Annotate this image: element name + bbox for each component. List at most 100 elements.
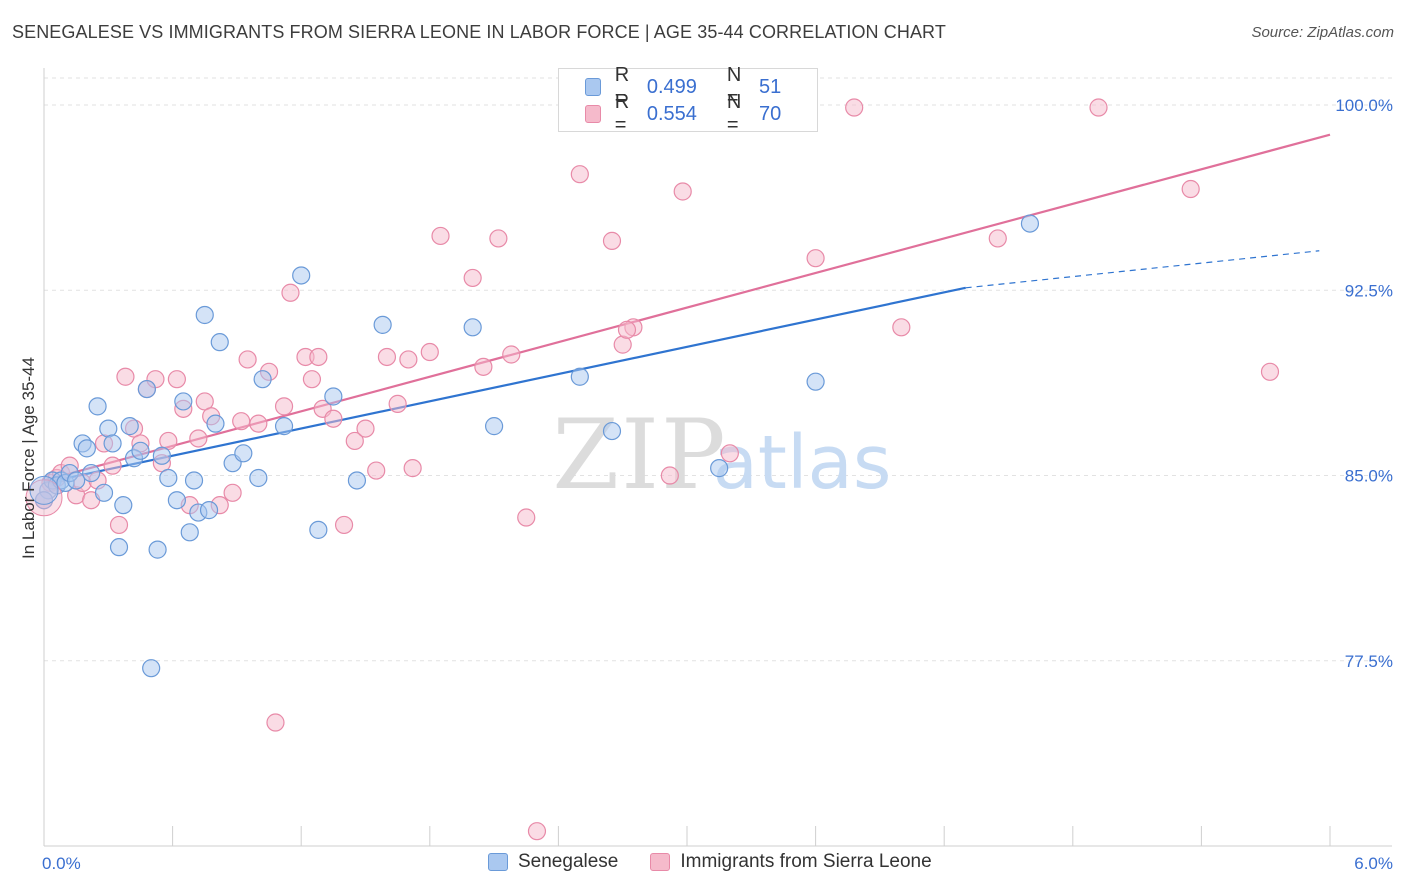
series-legend: Senegalese Immigrants from Sierra Leone bbox=[488, 851, 964, 873]
sierra-leone-point bbox=[274, 397, 294, 416]
sierra-leone-point bbox=[399, 350, 418, 369]
y-tick-label: 100.0% bbox=[1335, 96, 1393, 115]
sierra-leone-point bbox=[232, 412, 251, 431]
sierra-leone-point bbox=[266, 713, 285, 732]
sierra-leone-point bbox=[103, 456, 122, 475]
senegalese-point bbox=[602, 421, 622, 441]
senegalese-point bbox=[710, 459, 729, 478]
y-axis-label: In Labor Force | Age 35-44 bbox=[19, 357, 38, 559]
senegalese-point bbox=[34, 491, 54, 510]
senegalese-point bbox=[249, 468, 268, 488]
senegalese-point bbox=[94, 483, 114, 502]
sierra-leone-point bbox=[502, 345, 521, 364]
senegalese-point bbox=[199, 501, 219, 520]
y-tick-label: 92.5% bbox=[1345, 281, 1393, 300]
sierra-leone-point bbox=[249, 414, 268, 433]
senegalese-point bbox=[309, 520, 328, 539]
y-tick-label: 77.5% bbox=[1345, 652, 1393, 671]
sierra-leone-point bbox=[302, 370, 322, 389]
sierra-leone-point bbox=[345, 431, 364, 451]
senegalese-point bbox=[1020, 214, 1040, 233]
axes bbox=[43, 68, 1392, 847]
senegalese-trend-line bbox=[43, 286, 966, 485]
senegalese-point bbox=[347, 471, 367, 490]
sierra-leone-point bbox=[474, 357, 493, 376]
r-value-senegalese: 0.499 bbox=[646, 75, 697, 98]
sierra-leone-point bbox=[189, 429, 208, 448]
sierra-leone-point bbox=[116, 367, 135, 386]
sierra-leone-swatch bbox=[650, 853, 671, 871]
data-points bbox=[25, 98, 1280, 841]
sierra-leone-point bbox=[602, 231, 622, 250]
senegalese-point bbox=[77, 439, 96, 458]
senegalese-point bbox=[180, 523, 199, 542]
sierra-leone-swatch bbox=[585, 105, 601, 123]
r-value-sierra-leone: 0.554 bbox=[646, 102, 697, 125]
senegalese-point bbox=[120, 417, 139, 436]
sierra-leone-point bbox=[527, 822, 547, 841]
sierra-leone-point bbox=[1089, 98, 1108, 117]
senegalese-point bbox=[253, 370, 272, 389]
sierra-leone-point bbox=[1260, 362, 1280, 381]
senegalese-point bbox=[131, 441, 150, 460]
sierra-leone-point bbox=[892, 318, 911, 337]
senegalese-point bbox=[195, 305, 214, 325]
senegalese-point bbox=[152, 446, 171, 465]
legend-label-sierra-leone: Immigrants from Sierra Leone bbox=[680, 851, 932, 872]
n-value-sierra-leone: 70 bbox=[759, 102, 782, 125]
n-label: N = bbox=[726, 91, 742, 136]
watermark-atlas: atlas bbox=[713, 420, 892, 506]
sierra-leone-point bbox=[223, 483, 242, 502]
watermark: ZIP atlas bbox=[552, 399, 891, 511]
senegalese-point bbox=[137, 379, 156, 399]
senegalese-point bbox=[174, 392, 193, 411]
sierra-leone-point bbox=[109, 515, 129, 535]
legend-item-senegalese[interactable]: Senegalese bbox=[488, 851, 618, 873]
sierra-leone-point bbox=[167, 370, 186, 389]
senegalese-point bbox=[109, 538, 129, 557]
watermark-zip: ZIP bbox=[552, 399, 727, 511]
n-label: N = bbox=[726, 64, 742, 109]
senegalese-trend-extension bbox=[965, 250, 1320, 289]
sierra-leone-point bbox=[660, 466, 679, 485]
r-label: R = bbox=[614, 91, 630, 136]
n-value-senegalese: 51 bbox=[759, 75, 782, 98]
legend-item-sierra-leone[interactable]: Immigrants from Sierra Leone bbox=[650, 851, 932, 873]
grid-lines bbox=[44, 77, 1392, 662]
sierra-leone-point bbox=[334, 515, 354, 535]
senegalese-point bbox=[142, 659, 161, 678]
legend-row-senegalese: R = 0.499 N = 51 bbox=[585, 64, 817, 109]
senegalese-swatch bbox=[585, 78, 601, 96]
sierra-leone-point bbox=[463, 268, 482, 288]
senegalese-point bbox=[67, 471, 86, 490]
sierra-leone-point bbox=[517, 508, 536, 527]
source-credit: Source: ZipAtlas.com bbox=[1251, 24, 1394, 41]
sierra-leone-point bbox=[388, 394, 407, 413]
sierra-leone-point bbox=[309, 347, 328, 367]
senegalese-point bbox=[103, 434, 122, 453]
senegalese-point bbox=[82, 463, 101, 483]
x-tick-label: 6.0% bbox=[1354, 854, 1393, 873]
sierra-leone-point bbox=[845, 98, 864, 117]
senegalese-point bbox=[210, 333, 229, 352]
sierra-leone-point bbox=[367, 461, 386, 480]
sierra-leone-point bbox=[377, 347, 397, 367]
senegalese-point bbox=[324, 387, 343, 406]
legend-label-senegalese: Senegalese bbox=[518, 851, 619, 872]
senegalese-point bbox=[184, 471, 204, 490]
stats-legend: R = 0.499 N = 51 R = 0.554 N = 70 bbox=[558, 64, 818, 136]
sierra-leone-point bbox=[356, 419, 375, 438]
legend-row-sierra-leone: R = 0.554 N = 70 bbox=[585, 91, 817, 136]
x-tick-label: 0.0% bbox=[42, 854, 81, 873]
sierra-leone-point bbox=[238, 350, 257, 369]
sierra-leone-point bbox=[324, 409, 343, 428]
sierra-leone-point bbox=[720, 444, 739, 463]
senegalese-point bbox=[373, 315, 392, 334]
r-label: R = bbox=[614, 64, 630, 109]
sierra-leone-point bbox=[570, 165, 589, 184]
senegalese-point bbox=[167, 491, 186, 510]
tick-labels: 77.5% 85.0% 92.5% 100.0% 0.0% 6.0% bbox=[42, 96, 1393, 873]
sierra-leone-point bbox=[403, 459, 422, 478]
senegalese-point bbox=[159, 468, 178, 488]
sierra-leone-point bbox=[988, 229, 1007, 248]
